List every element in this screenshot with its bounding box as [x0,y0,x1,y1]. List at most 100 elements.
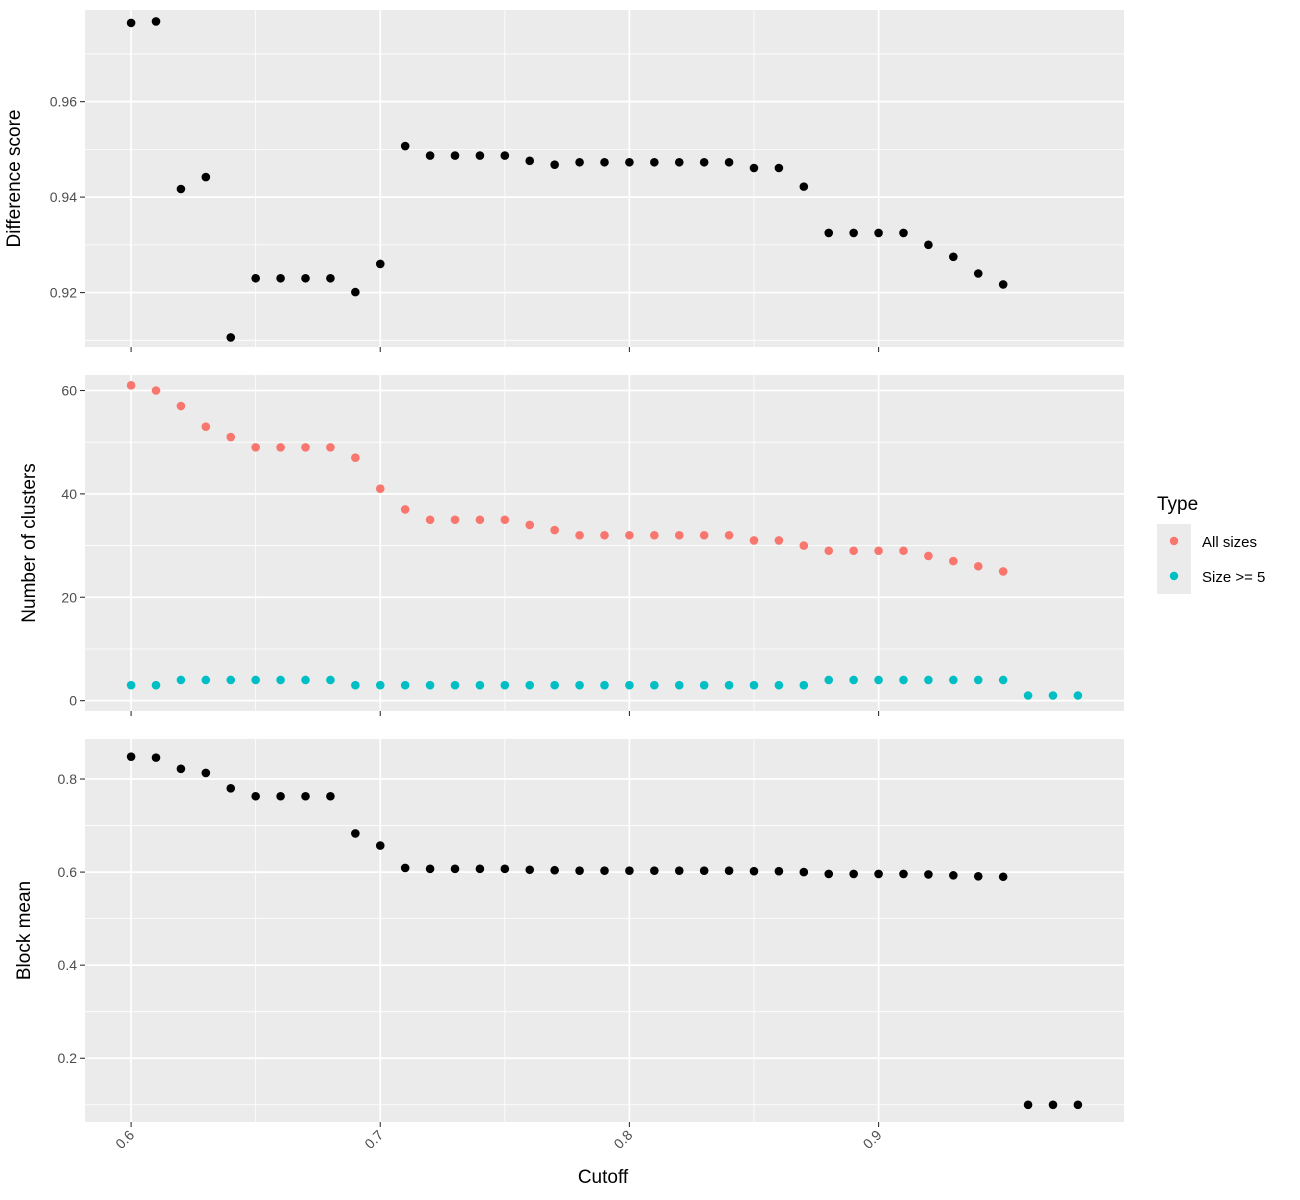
data-point [674,680,684,690]
data-point [450,864,460,874]
panel-1: 0.92 0.94 0.96 Difference score [4,10,1124,352]
data-point [425,151,435,160]
series-size-5 [126,675,1083,700]
data-point [251,791,260,801]
legend-label-all-sizes: All sizes [1202,534,1257,551]
data-point [973,871,983,881]
data-point [126,680,136,690]
data-point [226,333,236,342]
data-point [849,228,858,238]
x-tick-label: 0.6 [112,1127,137,1152]
data-point [400,680,410,690]
data-point [973,561,983,571]
data-point [949,675,958,685]
data-point [575,866,584,875]
data-point [400,863,410,873]
data-point [1023,1100,1033,1110]
data-point [575,530,584,540]
data-point [1073,1100,1083,1110]
data-point [375,841,385,850]
data-point [924,675,933,685]
data-point [226,784,236,793]
data-point [749,536,759,545]
data-point [1048,691,1058,700]
data-point [600,157,609,167]
panel-2: 0 20 40 60 Number of clusters [19,375,1124,716]
data-point [650,680,659,690]
panel-background [85,739,1124,1122]
data-point [276,675,285,685]
data-point [550,160,559,169]
data-point [201,768,211,778]
data-point [924,240,933,250]
data-point [949,252,958,262]
x-tick-label: 0.8 [610,1127,635,1152]
data-point [425,515,435,525]
data-point [301,273,310,283]
y-axis-title: Number of clusters [19,463,40,622]
legend-key-background [1157,524,1191,594]
data-point [724,866,734,875]
data-point [475,515,485,525]
data-point [824,869,834,879]
y-tick-label: 0.92 [50,285,77,301]
data-point [600,530,609,540]
data-point [849,675,858,685]
data-point [126,381,136,390]
data-point [699,530,709,540]
data-point [724,680,734,690]
y-tick-label: 40 [61,486,77,502]
data-point [475,680,485,690]
panel-3: 0.2 0.4 0.6 0.8 Block mean [14,739,1124,1127]
data-point [326,675,335,685]
data-point [650,157,659,167]
data-point [849,869,858,879]
series-1 [126,17,1008,342]
data-point [799,541,809,550]
data-point [326,791,335,801]
data-point [575,157,584,167]
data-point [400,141,410,151]
data-point [176,764,186,774]
data-point [301,443,310,452]
data-point [251,273,260,283]
data-point [500,151,510,160]
data-point [1048,1100,1058,1110]
data-point [724,157,734,167]
data-point [749,866,759,876]
y-tick-label: 0.96 [50,94,77,110]
data-point [799,182,809,191]
data-point [550,525,559,535]
data-point [550,865,559,875]
data-point [575,680,584,690]
legend-key-all-sizes [1169,536,1179,546]
data-point [201,675,211,685]
data-point [351,453,360,463]
data-point [998,872,1008,882]
data-point [500,864,510,874]
data-point [824,546,834,556]
legend-label-size-5: Size >= 5 [1202,569,1265,586]
data-point [475,151,485,160]
data-point [550,680,559,690]
data-point [774,680,784,690]
data-point [126,18,136,28]
data-point [201,172,211,182]
series-all-sizes [126,381,1008,576]
data-point [176,184,186,194]
data-point [226,432,236,442]
data-point [475,864,485,874]
data-point [351,287,360,297]
data-point [425,864,435,874]
data-point [899,228,908,238]
data-point [774,536,784,545]
y-tick-label: 0.8 [58,771,78,787]
data-point [326,443,335,452]
data-point [874,228,883,238]
data-point [774,163,784,173]
data-point [176,401,186,411]
data-point [674,157,684,167]
data-point [201,422,211,431]
y-tick-label: 0 [69,693,77,709]
data-point [874,546,883,556]
